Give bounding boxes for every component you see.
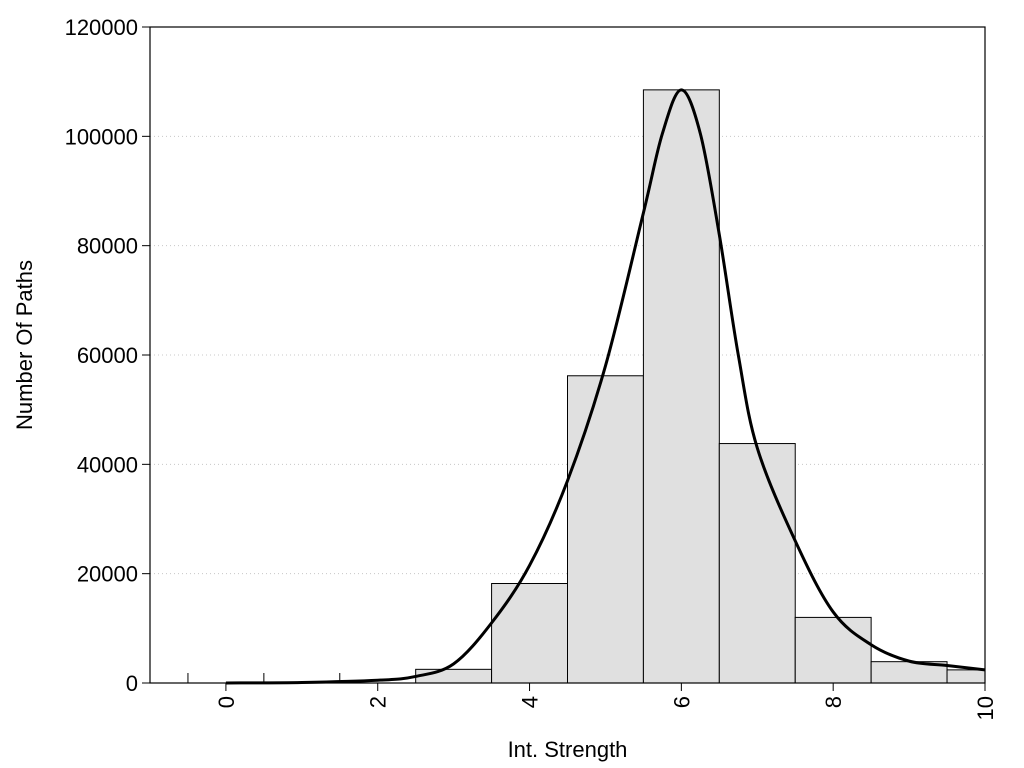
histogram-bar: [491, 583, 568, 683]
x-tick-label: 2: [366, 696, 391, 708]
x-tick-label: 8: [821, 696, 846, 708]
y-tick-label: 100000: [65, 124, 138, 149]
y-axis-title: Number Of Paths: [12, 260, 37, 430]
x-tick-label: 6: [669, 696, 694, 708]
x-tick-label: 4: [518, 696, 543, 708]
histogram-bar: [567, 375, 644, 683]
histogram-bar: [718, 443, 796, 683]
fit-curve: [225, 88, 986, 685]
y-tick-label: 80000: [77, 234, 138, 259]
y-tick-label: 120000: [65, 15, 138, 40]
y-tick-label: 60000: [77, 343, 138, 368]
bars: [187, 89, 985, 683]
histogram-bar: [415, 668, 493, 683]
y-tick-label: 40000: [77, 452, 138, 477]
x-tick-label: 10: [973, 696, 998, 720]
histogram-bar: [946, 669, 985, 683]
axis-ticks: 0 20000 40000 60000 80000 100000 120000 0 2 4 6 8 10: [65, 15, 998, 720]
x-axis-title: Int. Strength: [508, 737, 628, 762]
histogram-bar: [794, 616, 872, 683]
y-tick-label: 20000: [77, 562, 138, 587]
fit-curve-line: [225, 88, 986, 685]
y-tick-label: 0: [126, 671, 138, 696]
x-tick-label: 0: [214, 696, 239, 708]
histogram-bar: [642, 89, 720, 683]
